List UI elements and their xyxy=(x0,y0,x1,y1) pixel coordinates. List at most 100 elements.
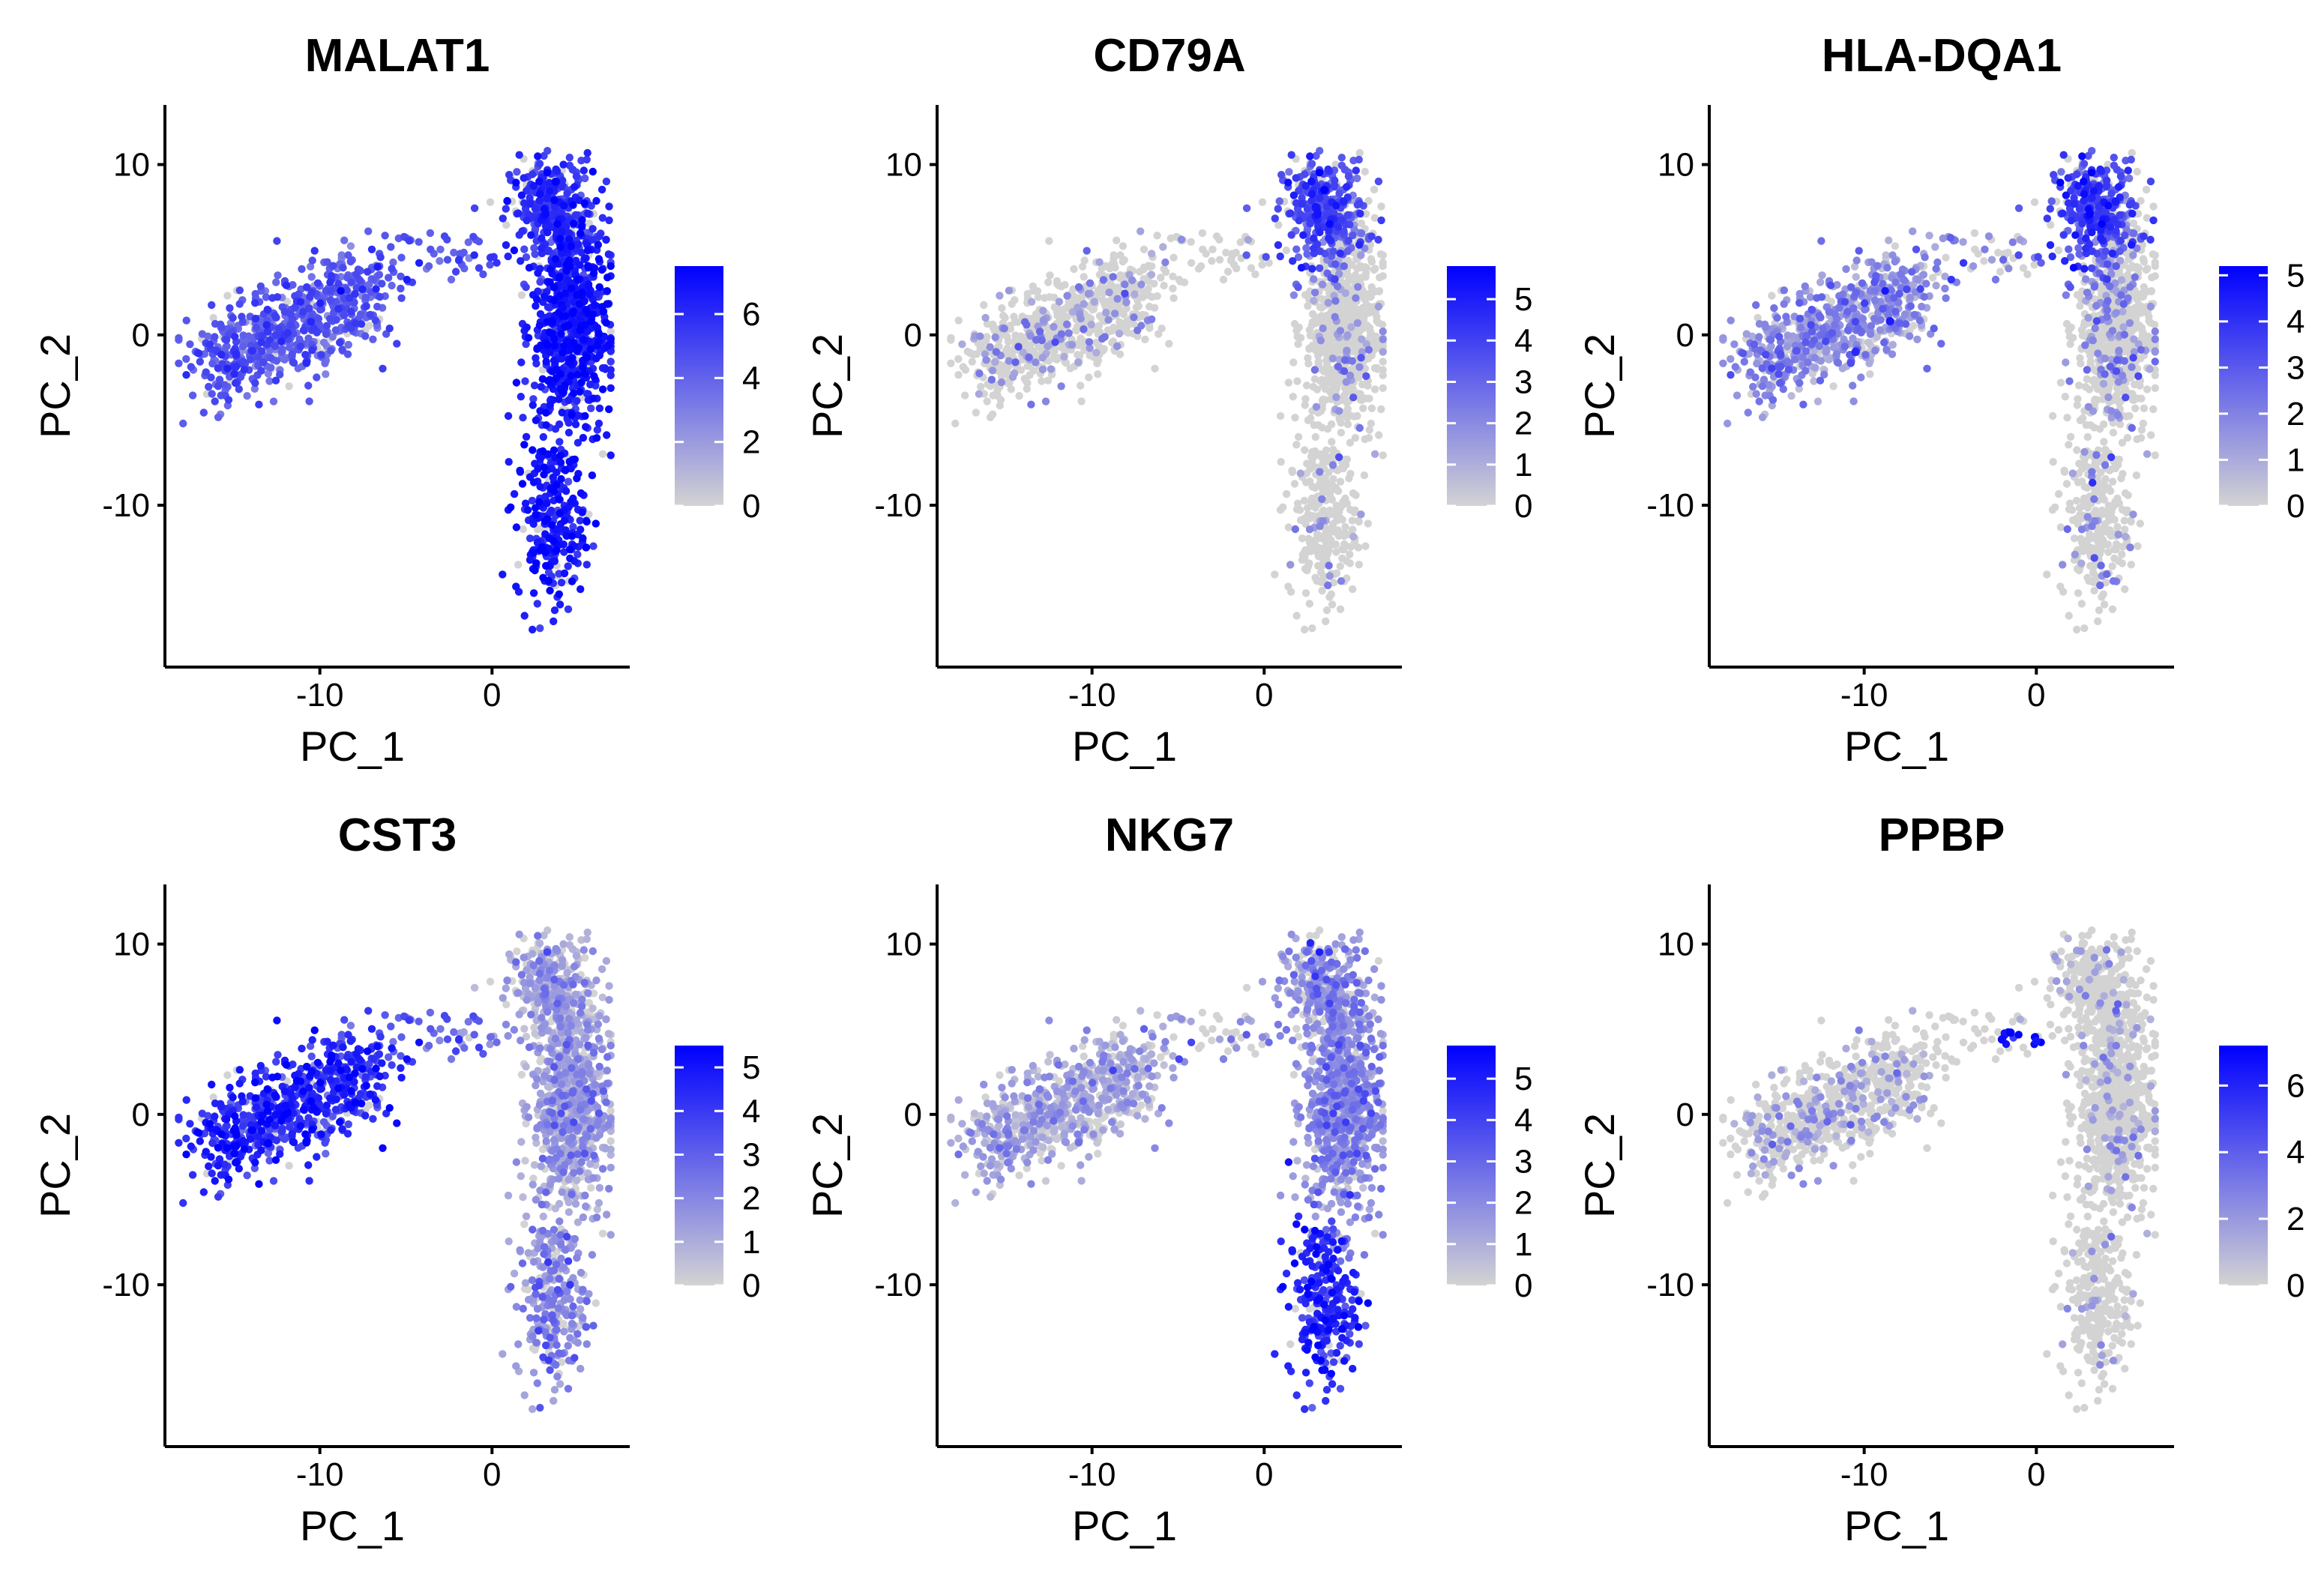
scatter-point xyxy=(1377,216,1385,225)
scatter-point xyxy=(346,294,354,302)
scatter-point xyxy=(338,346,346,354)
scatter-point xyxy=(555,570,563,578)
scatter-point xyxy=(595,283,603,292)
scatter-point xyxy=(2133,435,2141,444)
scatter-point xyxy=(603,274,612,282)
scatter-point xyxy=(1284,379,1293,387)
scatter-point xyxy=(991,333,999,342)
scatter-point xyxy=(2065,441,2073,449)
y-axis-title: PC_2 xyxy=(31,334,79,438)
scatter-point xyxy=(1274,221,1283,229)
scatter-point xyxy=(2047,221,2055,229)
scatter-point xyxy=(1077,397,1086,405)
scatter-point xyxy=(581,411,589,420)
scatter-point xyxy=(595,404,604,412)
scatter-point xyxy=(1014,343,1023,351)
scatter-point xyxy=(257,338,265,346)
scatter-point xyxy=(565,545,574,554)
scatter-point xyxy=(1356,209,1364,218)
scatter-point xyxy=(469,232,478,241)
scatter-point xyxy=(1331,386,1340,395)
scatter-point xyxy=(560,202,568,210)
scatter-point xyxy=(1096,284,1105,292)
scatter-point xyxy=(605,405,613,414)
scatter-point xyxy=(1223,268,1232,276)
scatter-point xyxy=(1165,340,1173,348)
scatter-point xyxy=(531,566,539,575)
scatter-point xyxy=(2151,384,2159,392)
scatter-point xyxy=(1294,283,1302,292)
scatter-point xyxy=(1047,365,1055,373)
scatter-point xyxy=(1008,373,1017,382)
scatter-point xyxy=(1300,496,1309,505)
scatter-point xyxy=(1313,385,1322,394)
scatter-point xyxy=(255,400,263,408)
scatter-point xyxy=(1351,344,1360,353)
scatter-point xyxy=(1355,155,1363,164)
scatter-point-highlight xyxy=(551,177,560,186)
scatter-point xyxy=(564,605,573,613)
scatter-point xyxy=(561,381,569,390)
scatter-point xyxy=(1294,340,1302,349)
scatter-point xyxy=(1331,297,1340,305)
scatter-point xyxy=(251,299,259,307)
scatter-point xyxy=(2095,342,2103,350)
scatter-point xyxy=(517,191,526,199)
scatter-point xyxy=(1340,367,1349,376)
scatter-point xyxy=(586,380,594,389)
scatter-point xyxy=(536,407,544,415)
scatter-point xyxy=(1768,292,1776,300)
scatter-point xyxy=(588,225,597,233)
scatter-point xyxy=(2095,606,2104,615)
scatter-point xyxy=(1337,429,1346,437)
scatter-point xyxy=(557,579,566,587)
scatter-point xyxy=(1343,420,1352,429)
scatter-point xyxy=(1151,364,1159,373)
scatter-point xyxy=(361,332,370,340)
scatter-point xyxy=(238,343,247,351)
scatter-point xyxy=(315,320,323,329)
scatter-point xyxy=(536,310,545,319)
scatter-point xyxy=(569,201,577,209)
scatter-points xyxy=(947,147,1387,634)
scatter-point xyxy=(519,525,527,534)
scatter-point xyxy=(551,255,560,263)
scatter-point xyxy=(2136,519,2144,528)
scatter-point xyxy=(1148,292,1156,301)
scatter-point xyxy=(251,289,259,298)
scatter-point xyxy=(568,354,577,362)
scatter-point xyxy=(493,259,501,267)
scatter-point xyxy=(577,379,585,387)
scatter-point xyxy=(1307,190,1316,199)
scatter-point xyxy=(502,221,511,229)
scatter-point xyxy=(538,244,546,253)
scatter-point xyxy=(1341,289,1349,298)
scatter-point xyxy=(2098,506,2107,515)
scatter-point xyxy=(2132,471,2141,480)
scatter-point xyxy=(427,245,435,253)
scatter-point xyxy=(1150,280,1158,288)
scatter-point xyxy=(1337,154,1346,162)
scatter-point xyxy=(1348,357,1356,365)
scatter-point xyxy=(519,414,527,422)
scatter-point xyxy=(583,148,591,157)
scatter-point xyxy=(1329,373,1337,382)
scatter-point xyxy=(352,270,361,279)
scatter-point xyxy=(1153,232,1161,240)
scatter-point xyxy=(317,305,325,313)
scatter-point xyxy=(1119,242,1128,250)
scatter-point xyxy=(1288,466,1296,474)
scatter-point xyxy=(1343,399,1351,407)
scatter-point xyxy=(1324,581,1332,590)
scatter-point xyxy=(1289,393,1297,401)
scatter-point xyxy=(1314,561,1322,570)
scatter-point xyxy=(598,450,607,458)
scatter-point xyxy=(2074,382,2083,390)
scatter-point xyxy=(552,165,560,174)
scatter-point xyxy=(510,246,519,255)
scatter-point xyxy=(207,373,215,382)
scatter-point xyxy=(560,516,569,525)
scatter-point xyxy=(606,335,615,343)
scatter-point xyxy=(594,419,603,428)
